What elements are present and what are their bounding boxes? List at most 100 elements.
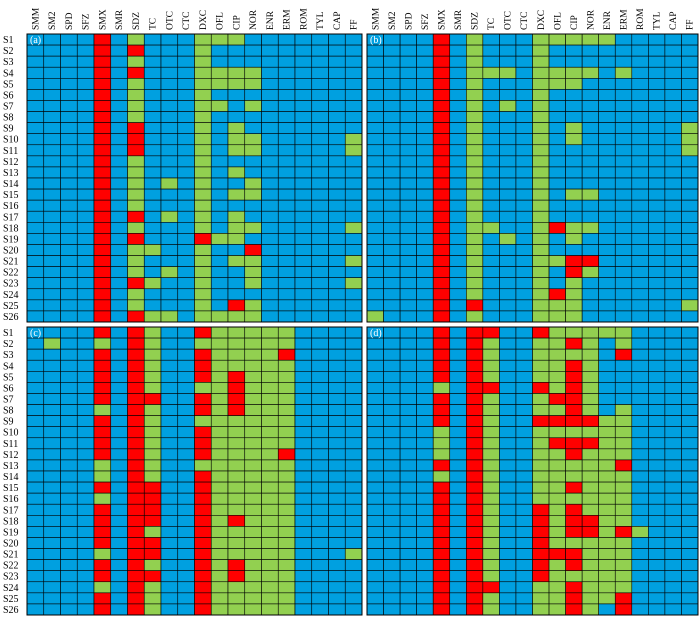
cell-p3-s25-enr [598,592,616,605]
cell-p1-s24-tyl [648,288,666,301]
cell-p1-s26-ofl [548,310,566,323]
cell-p3-s4-ff [681,359,699,372]
cell-p0-s10-dxc [194,133,212,146]
cell-p0-s17-sm2 [43,210,61,223]
cell-p2-s3-ofl [210,348,229,361]
cell-p3-s3-sm2 [383,348,401,361]
cell-p2-s4-smm [26,359,45,372]
cell-p1-s3-ff [681,55,699,68]
cell-p0-s20-tc [143,244,162,256]
cell-p0-s16-ff [344,199,363,212]
cell-p0-s3-ofl [210,55,229,68]
cell-p2-s19-smm [26,526,45,538]
cell-p2-s17-spd [60,503,78,516]
cell-p2-s26-erm [277,603,296,616]
cell-p1-s10-tc [482,133,500,146]
column-header-smx-left: SMX [98,9,108,30]
cell-p0-s18-sdz [127,222,145,234]
cell-p3-s14-ff [681,470,699,483]
cell-p0-s26-tc [143,310,162,323]
cell-p1-s15-sfz [416,188,434,201]
cell-p2-s4-cap [328,359,346,372]
cell-p3-s15-dxc [532,481,550,494]
column-header-sfz-left: SFZ [82,13,92,30]
cell-p1-s18-cap [664,222,682,234]
cell-p2-s4-enr [261,359,279,372]
cell-p0-s1-sdz [127,33,145,46]
cell-p2-s14-sdz [127,470,145,483]
cell-p0-s20-sfz [76,244,95,256]
cell-p3-s24-smr [449,581,467,594]
cell-p3-s9-ctc [515,415,533,427]
cell-p2-s22-spd [60,559,78,571]
cell-p1-s16-nor [581,199,600,212]
cell-p2-s21-ofl [210,548,229,560]
cell-p0-s14-smx [93,177,112,190]
cell-p3-s23-enr [598,570,616,583]
cell-p2-s12-rom [294,448,313,461]
cell-p1-s25-ofl [548,299,566,312]
cell-p0-s11-smx [93,144,112,157]
cell-p0-s1-sfz [76,33,95,46]
cell-p0-s11-sdz [127,144,145,157]
cell-p2-s17-cap [328,503,346,516]
cell-p0-s7-sdz [127,100,145,112]
cell-p2-s17-ff [344,503,363,516]
cell-p3-s13-ofl [548,459,566,472]
row-label-s19-bottom: S19 [3,527,19,538]
cell-p1-s20-sfz [416,244,434,256]
cell-p3-s6-smm [366,382,384,394]
cell-p0-s11-sm2 [43,144,61,157]
cell-p3-s22-ctc [515,559,533,571]
cell-p3-s6-rom [631,382,649,394]
cell-p1-s14-ctc [515,177,533,190]
cell-p1-s19-smr [449,233,467,245]
cell-p2-s14-cap [328,470,346,483]
cell-p1-s14-rom [631,177,649,190]
cell-p1-s18-smm [366,222,384,234]
cell-p1-s16-ff [681,199,699,212]
cell-p1-s12-tc [482,155,500,168]
cell-p2-s8-smm [26,404,45,416]
cell-p0-s11-otc [160,144,179,157]
cell-p0-s18-smr [110,222,128,234]
cell-p1-s25-nor [581,299,600,312]
cell-p3-s4-otc [499,359,517,372]
cell-p3-s1-cap [664,326,682,339]
cell-p2-s10-otc [160,426,179,439]
cell-p2-s5-rom [294,371,313,383]
cell-p1-s12-sfz [416,155,434,168]
cell-p3-s6-dxc [532,382,550,394]
cell-p1-s4-rom [631,66,649,79]
cell-p1-s22-tc [482,266,500,278]
cell-p1-s9-cap [664,122,682,135]
cell-p2-s21-otc [160,548,179,560]
cell-p3-s21-smm [366,548,384,560]
cell-p0-s18-cip [227,222,246,234]
column-header-cip-right: CIP [570,15,580,30]
cell-p2-s20-sfz [76,537,95,549]
cell-p2-s9-cip [227,415,246,427]
cell-p1-s4-sdz [465,66,484,79]
cell-p0-s1-nor [244,33,262,46]
cell-p3-s15-smx [432,481,451,494]
cell-p1-s20-enr [598,244,616,256]
row-label-s9-bottom: S9 [3,417,14,428]
cell-p2-s11-nor [244,437,262,450]
cell-p0-s26-smm [26,310,45,323]
row-label-s6-top: S6 [3,90,14,101]
cell-p3-s10-tc [482,426,500,439]
cell-p0-s23-ff [344,277,363,290]
cell-p3-s19-otc [499,526,517,538]
cell-p0-s10-sm2 [43,133,61,146]
cell-p1-s13-nor [581,166,600,179]
cell-p1-s22-smx [432,266,451,278]
cell-p0-s6-sfz [76,89,95,101]
cell-p0-s6-nor [244,89,262,101]
cell-p0-s1-otc [160,33,179,46]
row-label-s14-top: S14 [3,179,19,190]
cell-p2-s23-enr [261,570,279,583]
cell-p2-s5-cap [328,371,346,383]
cell-p3-s20-sdz [465,537,484,549]
cell-p2-s3-enr [261,348,279,361]
